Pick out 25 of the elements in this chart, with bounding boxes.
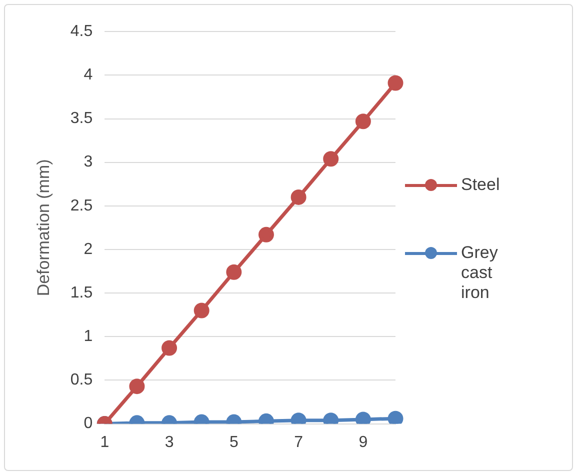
x-tick-label: 7 xyxy=(294,434,304,451)
y-tick-label: 0.5 xyxy=(70,372,93,389)
y-tick-label: 4 xyxy=(84,66,93,84)
y-tick-label: 2 xyxy=(84,240,93,258)
x-tick-label: 3 xyxy=(164,434,174,451)
x-tick-label: 5 xyxy=(229,434,238,451)
y-tick-label: 3 xyxy=(84,154,93,171)
point xyxy=(258,226,274,242)
point xyxy=(290,189,306,205)
x-tick-label: 9 xyxy=(358,434,368,451)
y-tick-label: 4.5 xyxy=(70,23,93,40)
y-tick-label: 3.5 xyxy=(70,110,93,128)
y-axis-title: Deformation (mm) xyxy=(34,159,53,296)
y-tick-label: 2.5 xyxy=(70,197,93,214)
x-tick-label: 1 xyxy=(100,434,110,451)
point xyxy=(388,75,404,91)
y-tick-label: 1 xyxy=(84,328,93,346)
point xyxy=(355,114,371,130)
legend-label: Steel xyxy=(461,175,500,195)
point xyxy=(323,151,339,167)
legend-label: Grey cast iron xyxy=(461,243,499,303)
y-tick-label: 1.5 xyxy=(70,284,93,302)
y-tick-label: 0 xyxy=(84,415,93,432)
point xyxy=(194,302,210,318)
point xyxy=(226,264,242,280)
